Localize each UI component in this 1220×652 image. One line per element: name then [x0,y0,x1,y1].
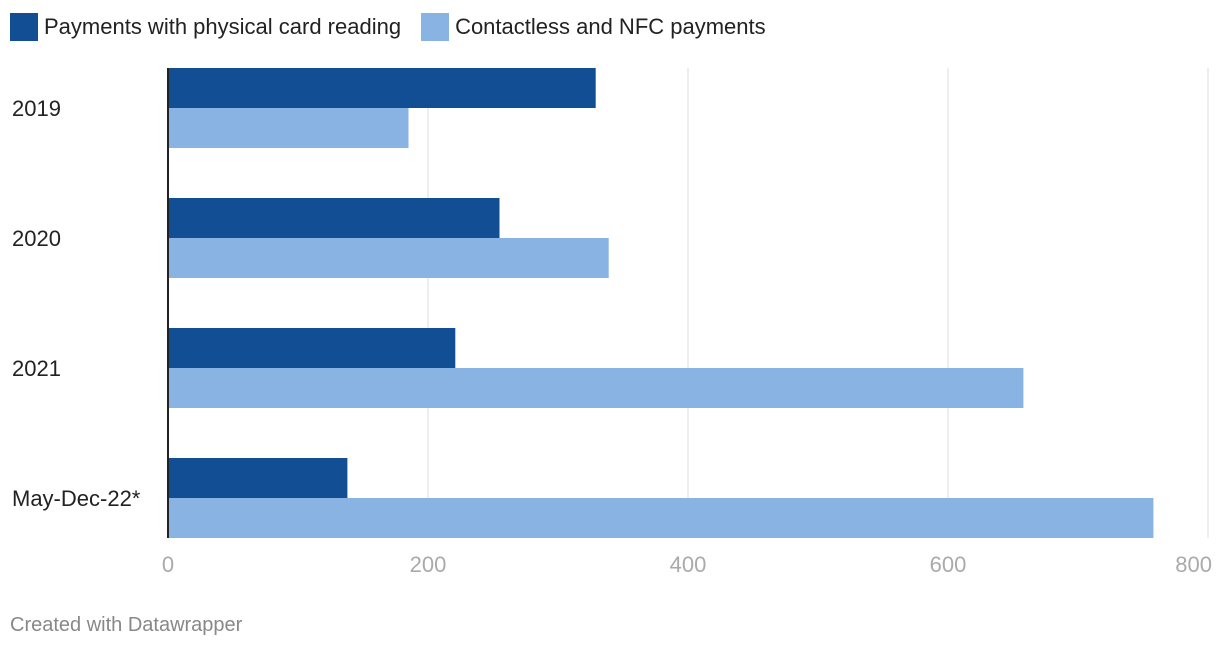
bar-contactless-2 [168,368,1024,408]
bar-contactless-0 [168,108,409,148]
bar-chart: 0 200 400 600 800 2019 2020 2021 May-Dec-22* [12,68,1212,577]
y-category-label-3: May-Dec-22* [12,486,141,511]
x-tick-label-600: 600 [930,552,967,577]
bar-physical-card-2 [168,328,456,368]
x-tick-label-200: 200 [410,552,447,577]
legend-item-contactless: Contactless and NFC payments [421,13,766,41]
x-tick-label-400: 400 [670,552,707,577]
legend-label-physical-card: Payments with physical card reading [44,14,402,39]
legend-swatch-physical-card [10,13,38,41]
datawrapper-credit: Created with Datawrapper [10,614,243,636]
legend-swatch-contactless [421,13,450,41]
legend-item-physical-card: Payments with physical card reading [10,13,401,41]
y-category-label-0: 2019 [12,96,61,121]
bar-physical-card-3 [168,458,348,498]
legend-label-contactless: Contactless and NFC payments [455,14,766,39]
x-tick-label-0: 0 [162,552,174,577]
bar-physical-card-0 [168,68,596,108]
bar-physical-card-1 [168,198,500,238]
bar-contactless-1 [168,238,609,278]
y-category-label-1: 2020 [12,226,61,251]
legend: Payments with physical card reading Cont… [10,12,786,42]
x-tick-label-800: 800 [1175,552,1212,577]
y-category-label-2: 2021 [12,356,61,381]
bar-contactless-3 [168,498,1154,538]
